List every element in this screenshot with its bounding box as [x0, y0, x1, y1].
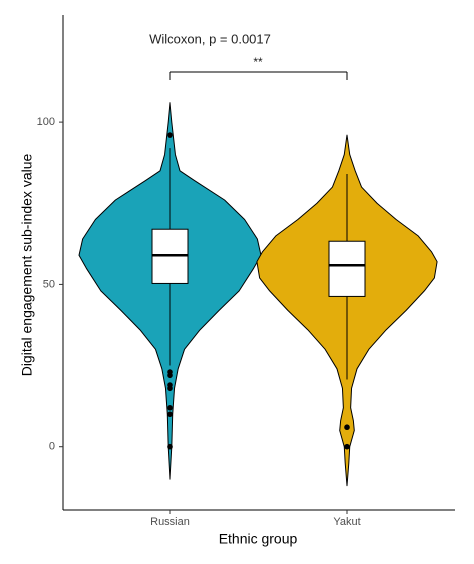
y-axis-label: Digital engagement sub-index value: [19, 153, 35, 376]
outlier: [344, 424, 350, 431]
outlier: [167, 443, 173, 450]
outlier: [167, 411, 173, 418]
outlier: [167, 404, 173, 411]
outlier: [167, 385, 173, 392]
outlier: [344, 443, 350, 450]
x-tick-label: Russian: [150, 516, 190, 528]
y-tick-label: 100: [37, 116, 55, 128]
outlier: [167, 132, 173, 138]
annotation: Wilcoxon, p = 0.0017: [149, 31, 271, 46]
y-tick-label: 0: [49, 441, 55, 453]
x-tick-label: Yakut: [333, 516, 360, 528]
significance: **: [253, 55, 263, 69]
outlier: [167, 372, 173, 379]
y-tick-label: 50: [43, 278, 55, 290]
x-axis-label: Ethnic group: [219, 531, 298, 547]
box: [328, 240, 366, 297]
